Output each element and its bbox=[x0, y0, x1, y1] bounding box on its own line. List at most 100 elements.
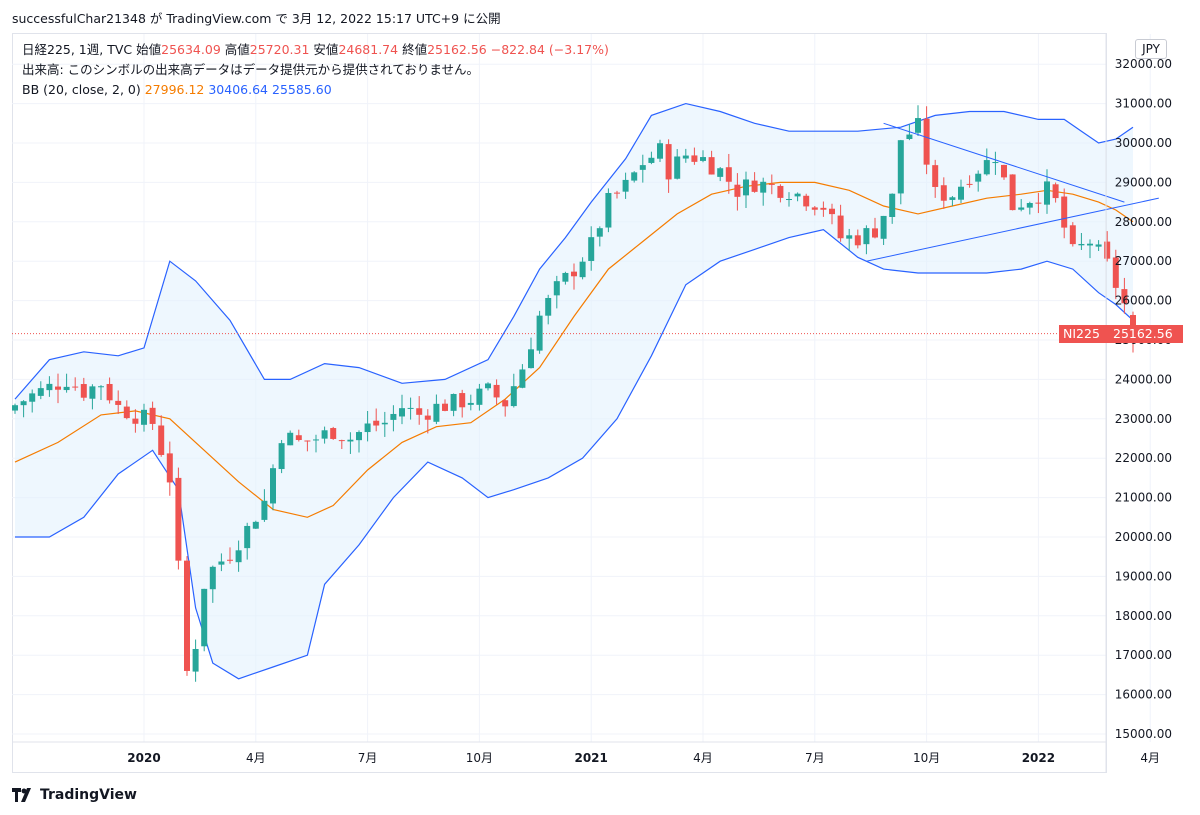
candle bbox=[665, 139, 672, 193]
candle bbox=[192, 639, 199, 682]
legend: 日経225, 1週, TVC 始値25634.09 高値25720.31 安値2… bbox=[22, 40, 609, 100]
candle-body bbox=[1026, 203, 1033, 208]
candle-body bbox=[958, 186, 964, 200]
candle-body bbox=[622, 179, 629, 192]
legend-symbol: 日経225, 1週, TVC bbox=[22, 42, 133, 57]
candle bbox=[184, 556, 190, 676]
candle bbox=[295, 429, 302, 442]
candle bbox=[605, 188, 612, 233]
candle bbox=[166, 441, 173, 496]
candle bbox=[1121, 277, 1128, 314]
candle-body bbox=[166, 453, 173, 483]
candle-body bbox=[381, 422, 388, 425]
y-tick-label: 16000.00 bbox=[1115, 688, 1172, 702]
candle-body bbox=[261, 500, 268, 520]
candle-body bbox=[786, 199, 792, 201]
candle bbox=[476, 383, 483, 411]
candle bbox=[1052, 182, 1059, 203]
candle-body bbox=[1130, 315, 1136, 334]
candle bbox=[528, 337, 534, 369]
candle bbox=[829, 203, 835, 225]
candle-body bbox=[467, 402, 474, 405]
candle bbox=[115, 390, 122, 414]
candle bbox=[502, 399, 509, 417]
candle bbox=[485, 382, 491, 391]
candle-body bbox=[89, 386, 96, 399]
y-tick-label: 21000.00 bbox=[1115, 491, 1172, 505]
candle-body bbox=[940, 185, 947, 201]
candle bbox=[622, 172, 629, 199]
candle bbox=[158, 415, 165, 457]
candle bbox=[37, 381, 44, 400]
candle-body bbox=[725, 167, 732, 182]
candle bbox=[399, 394, 405, 425]
y-tick-label: 29000.00 bbox=[1115, 175, 1172, 189]
candle-body bbox=[1087, 243, 1093, 246]
candle-body bbox=[390, 413, 397, 420]
last-price-tag: NI225 25162.56 bbox=[1059, 325, 1183, 343]
candle-body bbox=[734, 184, 741, 197]
candle-body bbox=[141, 409, 147, 425]
candle bbox=[227, 547, 233, 564]
y-tick-label: 32000.00 bbox=[1115, 57, 1172, 71]
candle-body bbox=[321, 430, 328, 439]
legend-change: −822.84 (−3.17%) bbox=[490, 42, 609, 57]
candle-body bbox=[46, 383, 53, 391]
candle bbox=[433, 394, 440, 425]
y-tick-label: 17000.00 bbox=[1115, 648, 1172, 662]
candle bbox=[614, 190, 620, 199]
candle-body bbox=[562, 272, 569, 282]
candle-body bbox=[820, 207, 827, 210]
legend-bb-row: BB (20, close, 2, 0) 27996.12 30406.64 2… bbox=[22, 80, 609, 100]
candle-body bbox=[811, 207, 818, 210]
candle bbox=[442, 399, 448, 412]
candle bbox=[837, 204, 844, 242]
candle bbox=[949, 196, 956, 207]
candle bbox=[631, 171, 638, 183]
candle bbox=[923, 106, 930, 175]
candle bbox=[553, 275, 560, 309]
candle-body bbox=[1061, 196, 1068, 228]
candle bbox=[235, 540, 242, 572]
candle-body bbox=[399, 408, 405, 417]
candle-body bbox=[648, 157, 655, 163]
candle-body bbox=[149, 407, 156, 424]
candle bbox=[751, 172, 758, 193]
candle bbox=[897, 139, 904, 205]
brand-footer[interactable]: TradingView bbox=[12, 787, 137, 803]
candle bbox=[872, 217, 878, 239]
y-tick-label: 24000.00 bbox=[1115, 372, 1172, 386]
legend-open: 25634.09 bbox=[161, 42, 221, 57]
candle bbox=[545, 294, 552, 325]
y-tick-label: 23000.00 bbox=[1115, 412, 1172, 426]
candle bbox=[562, 271, 569, 285]
candle bbox=[80, 377, 87, 401]
candle bbox=[717, 167, 724, 182]
candle-body bbox=[123, 406, 130, 419]
candle bbox=[1009, 174, 1016, 211]
candle-body bbox=[571, 271, 577, 277]
candle bbox=[55, 373, 61, 404]
candle bbox=[261, 489, 268, 522]
currency-button[interactable]: JPY bbox=[1135, 39, 1167, 59]
candle bbox=[768, 174, 775, 195]
candle bbox=[1026, 201, 1033, 215]
candle bbox=[915, 105, 921, 136]
candle bbox=[579, 257, 586, 280]
candle-body bbox=[201, 588, 208, 647]
candle-body bbox=[846, 235, 853, 239]
candle bbox=[175, 467, 182, 570]
candle-body bbox=[614, 192, 620, 194]
legend-close-label: 終値 bbox=[402, 42, 428, 57]
candle-body bbox=[209, 566, 216, 590]
candle-body bbox=[665, 144, 672, 180]
candle-body bbox=[356, 432, 362, 441]
candle-body bbox=[536, 315, 543, 351]
candle-body bbox=[175, 477, 182, 561]
price-tag-symbol: NI225 bbox=[1063, 326, 1100, 341]
candle bbox=[450, 393, 457, 417]
candle-body bbox=[347, 439, 354, 442]
candle-body bbox=[700, 157, 706, 161]
candle-body bbox=[192, 648, 199, 672]
